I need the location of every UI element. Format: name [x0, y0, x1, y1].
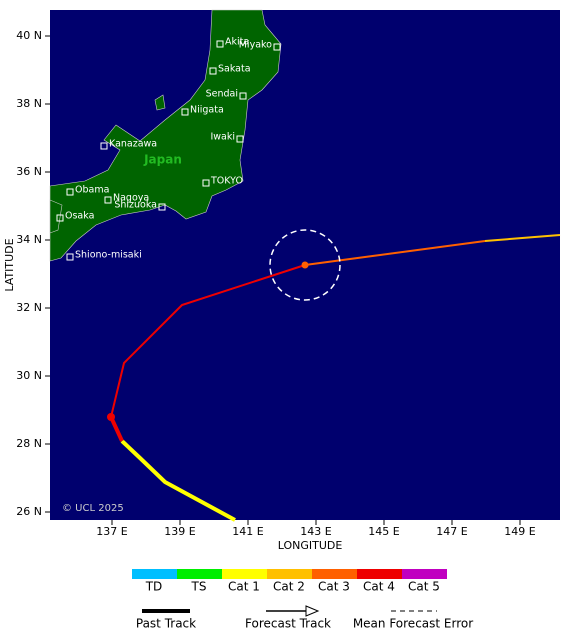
- city-marker: [239, 92, 247, 100]
- y-tick-label: 30 N: [16, 369, 42, 382]
- legend-swatch: [402, 569, 447, 579]
- track-legend-label: Past Track: [136, 617, 196, 631]
- legend-swatch: [222, 569, 267, 579]
- city-label: Miyako: [239, 40, 272, 51]
- city-marker: [236, 135, 244, 143]
- city-label: TOKYO: [210, 176, 243, 187]
- copyright: © UCL 2025: [62, 503, 124, 514]
- track: [107, 229, 561, 522]
- y-tick-label: 38 N: [16, 97, 42, 110]
- city-label: Sendai: [206, 89, 238, 100]
- legend-swatch: [312, 569, 357, 579]
- city-marker: [66, 253, 74, 261]
- city-marker: [273, 43, 281, 51]
- city-marker: [216, 40, 224, 48]
- legend-label: TS: [191, 580, 207, 594]
- legend-label: TD: [145, 580, 163, 594]
- city-label: Shiono-misaki: [75, 250, 142, 261]
- city-label: Shizuoka: [114, 200, 157, 211]
- y-tick-label: 28 N: [16, 437, 42, 450]
- land: [49, 9, 282, 262]
- city-label: Iwaki: [210, 132, 235, 143]
- legend-label: Cat 4: [363, 580, 395, 594]
- city-marker: [56, 214, 64, 222]
- city-label: Osaka: [65, 211, 94, 222]
- x-tick-label: 141 E: [232, 525, 263, 538]
- x-tick-label: 147 E: [436, 525, 467, 538]
- city-marker: [104, 196, 112, 204]
- legend-label: Cat 2: [273, 580, 305, 594]
- legend-label: Cat 1: [228, 580, 260, 594]
- city-marker: [181, 108, 189, 116]
- city-label: Akita: [225, 37, 249, 48]
- track-legend-label: Forecast Track: [245, 617, 331, 631]
- y-tick-label: 40 N: [16, 29, 42, 42]
- forecast-arrow: [305, 605, 320, 617]
- legend-swatch: [177, 569, 222, 579]
- legend-label: Cat 3: [318, 580, 350, 594]
- legend-swatch: [267, 569, 312, 579]
- country-label: Japan: [143, 153, 182, 167]
- legend-swatch: [357, 569, 402, 579]
- city-marker: [209, 67, 217, 75]
- y-tick-label: 36 N: [16, 165, 42, 178]
- y-tick-label: 34 N: [16, 233, 42, 246]
- city-marker: [202, 179, 210, 187]
- legend-label: Cat 5: [408, 580, 440, 594]
- track-legend-label: Mean Forecast Error: [353, 617, 473, 631]
- city-marker: [158, 203, 166, 211]
- legend-swatch: [132, 569, 177, 579]
- city-label: Sakata: [218, 64, 251, 75]
- city-label: Nagoya: [113, 193, 149, 204]
- city-label: Obama: [75, 185, 109, 196]
- x-tick-label: 143 E: [300, 525, 331, 538]
- x-axis-title: LONGITUDE: [278, 539, 343, 552]
- y-tick-label: 32 N: [16, 301, 42, 314]
- x-tick-label: 139 E: [164, 525, 195, 538]
- x-tick-label: 149 E: [504, 525, 535, 538]
- y-axis-title: LATITUDE: [3, 238, 16, 291]
- x-tick-label: 137 E: [96, 525, 127, 538]
- y-tick-label: 26 N: [16, 505, 42, 518]
- city-label: Kanazawa: [109, 139, 157, 150]
- city-marker: [100, 142, 108, 150]
- city-marker: [66, 188, 74, 196]
- x-tick-label: 145 E: [368, 525, 399, 538]
- city-label: Niigata: [190, 105, 224, 116]
